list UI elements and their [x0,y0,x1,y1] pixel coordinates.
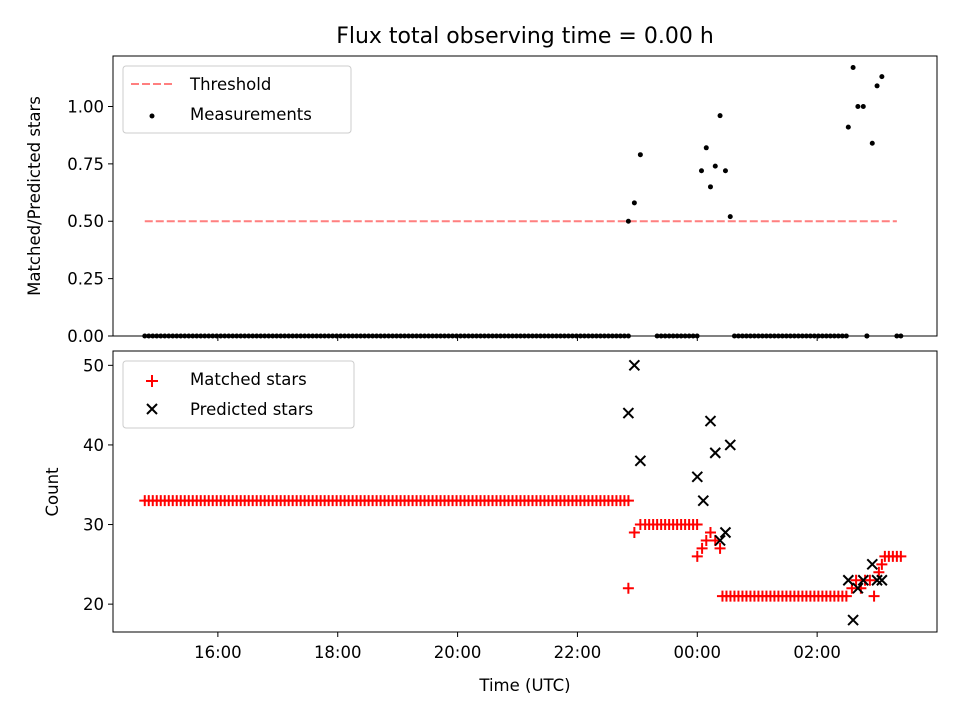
legend-predicted-swatch [146,403,158,415]
predicted-star-marker [628,359,641,372]
predicted-star-marker [697,494,709,507]
bottom-legend-box [122,360,355,429]
predicted-star-marker [842,574,855,586]
predicted-star-marker [724,439,736,451]
bottom-x-ticks: 16:00 18:00 20:00 22:00 00:00 02:00 [194,632,841,662]
bottom-y-tick-label: 30 [83,516,104,535]
top-y-tick-label: 0.00 [67,327,104,346]
bottom-y-tick-label: 40 [83,436,104,455]
measurement-point [845,124,851,130]
bottom-x-tick-label: 22:00 [554,643,602,662]
top-x-ticks [217,336,818,341]
bottom-legend: Matched stars Predicted stars [122,360,355,429]
bottom-x-tick-label: 02:00 [793,643,841,662]
legend-measurements-label: Measurements [190,105,312,124]
top-axes-frame [112,55,938,337]
legend-measurements-swatch [149,113,155,119]
predicted-star-marker [691,471,703,483]
measurement-point [703,145,709,151]
matched-star-marker [714,542,726,554]
top-y-axis-label: Matched/Predicted stars [25,96,44,296]
predicted-star-marker [876,574,888,586]
matched-star-marker [895,550,907,562]
predicted-star-marker [709,447,721,459]
matched-star-marker [622,495,634,507]
x-axis-label: Time (UTC) [478,676,570,695]
measurement-point [637,152,643,158]
predicted-star-marker [714,534,726,547]
predicted-star-marker [704,415,717,427]
top-y-tick-label: 1.00 [67,97,104,116]
top-y-tick-label: 0.25 [67,270,104,289]
predicted-star-marker [852,582,864,594]
top-y-ticks: 0.00 0.25 0.50 0.75 1.00 [67,97,113,346]
matched-star-marker [840,590,852,602]
measurement-point [717,113,723,119]
matched-star-marker [691,519,703,531]
bottom-x-tick-label: 20:00 [434,643,482,662]
bottom-y-tick-label: 50 [83,356,104,375]
matched-star-marker [704,526,716,538]
matched-star-marker [634,519,646,531]
matched-star-marker [622,582,634,594]
measurement-point [698,168,704,174]
chart-title: Flux total observing time = 0.00 h [336,24,714,49]
matched-star-marker [691,550,703,562]
predicted-star-marker [622,407,635,419]
measurement-point [855,103,861,109]
predicted-star-marker [857,574,869,586]
top-legend: Threshold Measurements [122,65,352,134]
measurement-point [727,214,733,220]
matched-star-marker [864,574,876,586]
measurement-point [860,103,866,109]
bottom-y-ticks: 20 30 40 50 [83,356,113,614]
measurement-point [625,218,631,224]
measurement-point [879,74,885,80]
matched-star-marker [868,590,880,602]
top-y-tick-label: 0.50 [67,212,104,231]
predicted-star-marker [871,574,883,586]
bottom-plot-marks [139,359,907,626]
matched-star-marker [696,542,708,554]
bottom-x-tick-label: 16:00 [194,643,242,662]
matched-star-marker [628,526,640,538]
matched-star-marker [876,558,888,570]
legend-predicted-label: Predicted stars [190,400,313,419]
bottom-x-tick-label: 18:00 [314,643,362,662]
measurement-point [712,163,718,169]
measurement-point [869,140,875,146]
measurement-point [722,168,728,174]
predicted-star-marker [847,614,859,626]
legend-matched-swatch [146,375,158,387]
legend-matched-label: Matched stars [190,370,307,389]
predicted-star-marker [719,526,732,539]
bottom-y-tick-label: 20 [83,595,104,614]
bottom-x-tick-label: 00:00 [674,643,722,662]
measurement-point [874,83,880,89]
top-legend-box [122,65,352,134]
measurement-point [850,64,856,70]
measurement-point [707,184,713,190]
measurement-point [631,200,637,206]
top-y-tick-label: 0.75 [67,155,104,174]
bottom-y-axis-label: Count [43,467,62,517]
bottom-axes-frame [112,350,938,633]
predicted-star-marker [866,558,878,571]
predicted-star-marker [634,455,647,467]
legend-threshold-label: Threshold [189,75,271,94]
